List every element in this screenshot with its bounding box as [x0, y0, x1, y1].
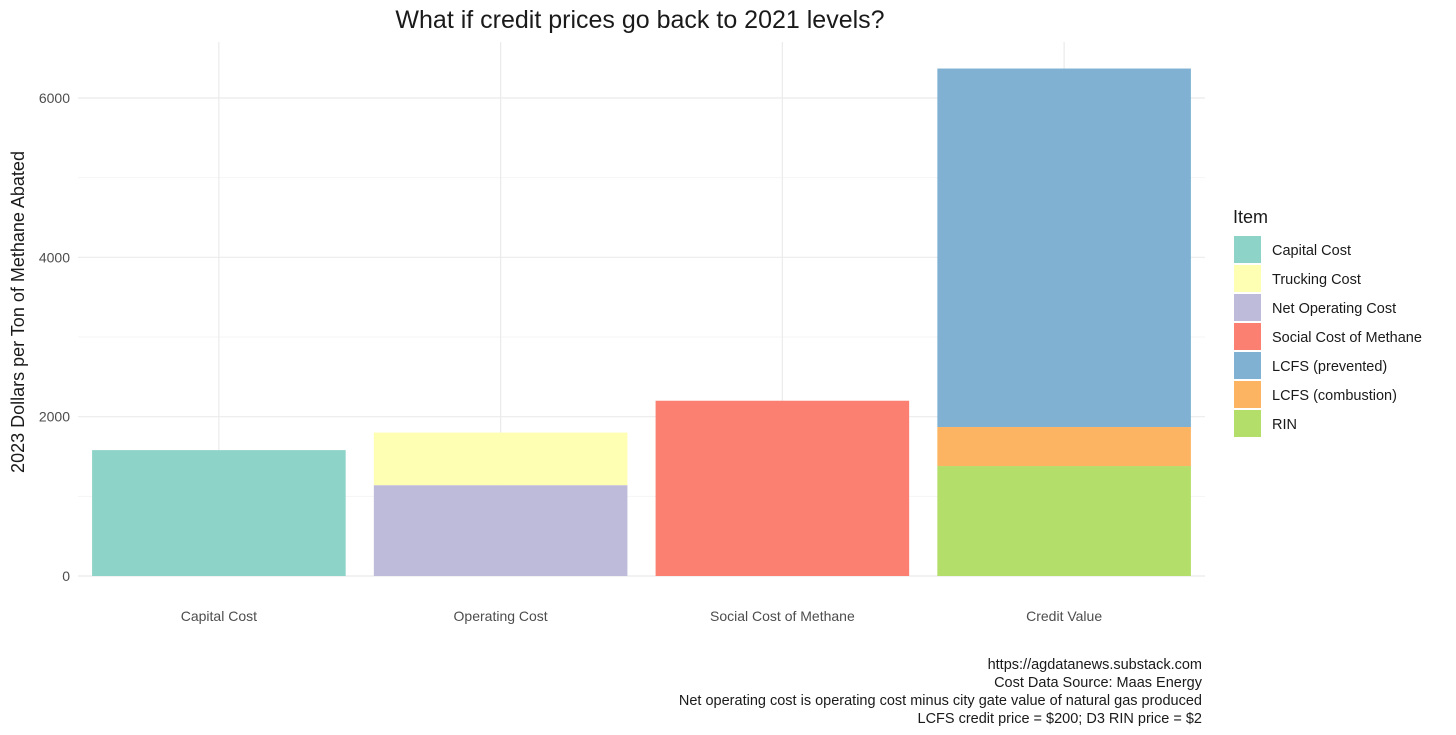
legend-swatch-capital-cost: [1234, 236, 1261, 263]
legend-swatch-lcfs-prevented: [1234, 352, 1261, 379]
y-tick-label: 4000: [39, 249, 70, 265]
x-tick-label: Social Cost of Methane: [710, 608, 855, 624]
bar-credit-value-lcfs-combustion: [937, 427, 1191, 467]
caption-source-url: https://agdatanews.substack.com: [988, 657, 1202, 673]
caption-net-operating-note: Net operating cost is operating cost min…: [679, 693, 1202, 709]
caption-cost-data-source: Cost Data Source: Maas Energy: [994, 675, 1203, 691]
bar-credit-value-lcfs-prevented: [937, 68, 1191, 428]
x-axis-ticks: Capital Cost Operating Cost Social Cost of…: [181, 608, 1103, 624]
legend-swatch-rin: [1234, 410, 1261, 437]
y-tick-label: 2000: [39, 409, 70, 425]
x-tick-label: Credit Value: [1026, 608, 1102, 624]
legend-label-capital-cost: Capital Cost: [1272, 243, 1351, 259]
legend-label-lcfs-prevented: LCFS (prevented): [1272, 359, 1387, 375]
bar-social-cost-of-methane-social-cost-of-methane: [655, 400, 910, 576]
legend: Item Capital Cost Trucking Cost Net Operat…: [1233, 207, 1422, 437]
bar-credit-value-rin: [937, 466, 1191, 576]
legend-swatch-trucking-cost: [1234, 265, 1261, 292]
chart-title: What if credit prices go back to 2021 le…: [395, 6, 884, 34]
legend-swatch-net-operating-cost: [1234, 294, 1261, 321]
legend-label-rin: RIN: [1272, 417, 1297, 433]
captions: https://agdatanews.substack.com Cost Dat…: [679, 657, 1203, 727]
legend-label-social-cost-of-methane: Social Cost of Methane: [1272, 330, 1422, 346]
y-axis-ticks: 0 2000 4000 6000: [39, 90, 70, 584]
legend-swatch-lcfs-combustion: [1234, 381, 1261, 408]
legend-label-trucking-cost: Trucking Cost: [1272, 272, 1361, 288]
bar-operating-cost-net-operating-cost: [373, 485, 628, 576]
bars: [92, 68, 1191, 576]
legend-label-lcfs-combustion: LCFS (combustion): [1272, 388, 1397, 404]
x-tick-label: Capital Cost: [181, 608, 257, 624]
bar-operating-cost-trucking-cost: [373, 432, 628, 486]
y-axis-label: 2023 Dollars per Ton of Methane Abated: [8, 151, 28, 473]
legend-label-net-operating-cost: Net Operating Cost: [1272, 301, 1396, 317]
bar-capital-cost-capital-cost: [92, 450, 346, 576]
y-tick-label: 0: [62, 568, 70, 584]
legend-title: Item: [1233, 207, 1268, 227]
legend-swatch-social-cost-of-methane: [1234, 323, 1261, 350]
x-tick-label: Operating Cost: [454, 608, 548, 624]
y-tick-label: 6000: [39, 90, 70, 106]
caption-price-note: LCFS credit price = $200; D3 RIN price =…: [918, 711, 1203, 727]
